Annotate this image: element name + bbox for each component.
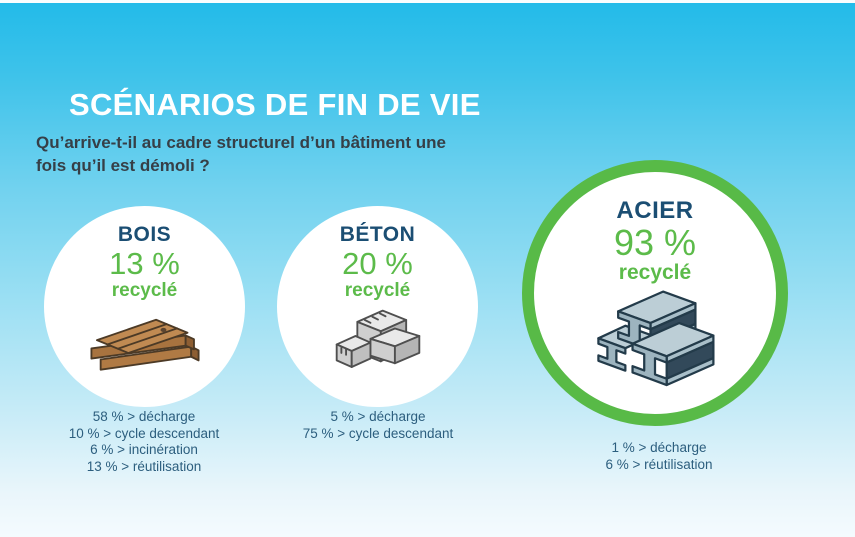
- breakdown-item: 6 % > réutilisation: [605, 456, 713, 472]
- breakdown-list-acier: 1 % > décharge 6 % > réutilisation: [533, 440, 785, 473]
- breakdown-item: 10 % > cycle descendant: [68, 425, 220, 441]
- breakdown-item: 75 % > cycle descendant: [302, 425, 454, 441]
- material-name: BOIS: [117, 223, 172, 246]
- subtitle: Qu’arrive-t-il au cadre structurel d’un …: [36, 131, 516, 177]
- recycled-percent: 93 %: [613, 222, 697, 263]
- material-card-acier-highlighted: ACIER 93 % recyclé: [522, 160, 788, 426]
- concrete-blocks-icon: [335, 309, 420, 368]
- subtitle-line-1: Qu’arrive-t-il au cadre structurel d’un …: [36, 133, 446, 152]
- breakdown-list-bois: 58 % > décharge 10 % > cycle descendant …: [23, 409, 265, 475]
- material-name: BÉTON: [339, 223, 416, 246]
- material-card-bois: BOIS 13 % recyclé: [44, 206, 245, 407]
- breakdown-list-beton: 5 % > décharge 75 % > cycle descendant: [258, 409, 498, 442]
- subtitle-line-2: fois qu’il est démoli ?: [36, 156, 210, 175]
- page-title: SCÉNARIOS DE FIN DE VIE: [69, 87, 481, 122]
- breakdown-item: 5 % > décharge: [330, 409, 426, 424]
- material-card-beton: BÉTON 20 % recyclé: [277, 206, 478, 407]
- breakdown-item: 6 % > incinération: [90, 442, 198, 457]
- steel-beams-icon: [597, 290, 715, 387]
- breakdown-item: 13 % > réutilisation: [86, 458, 202, 474]
- recycled-percent: 20 %: [342, 246, 413, 281]
- recycled-percent: 13 %: [109, 246, 180, 281]
- recycled-label: recyclé: [111, 280, 178, 301]
- recycled-label: recyclé: [344, 280, 411, 301]
- breakdown-item: 58 % > décharge: [92, 409, 196, 424]
- wood-planks-icon: [89, 318, 200, 371]
- material-name: ACIER: [616, 197, 694, 224]
- recycled-label: recyclé: [618, 261, 692, 284]
- breakdown-item: 1 % > décharge: [611, 440, 707, 455]
